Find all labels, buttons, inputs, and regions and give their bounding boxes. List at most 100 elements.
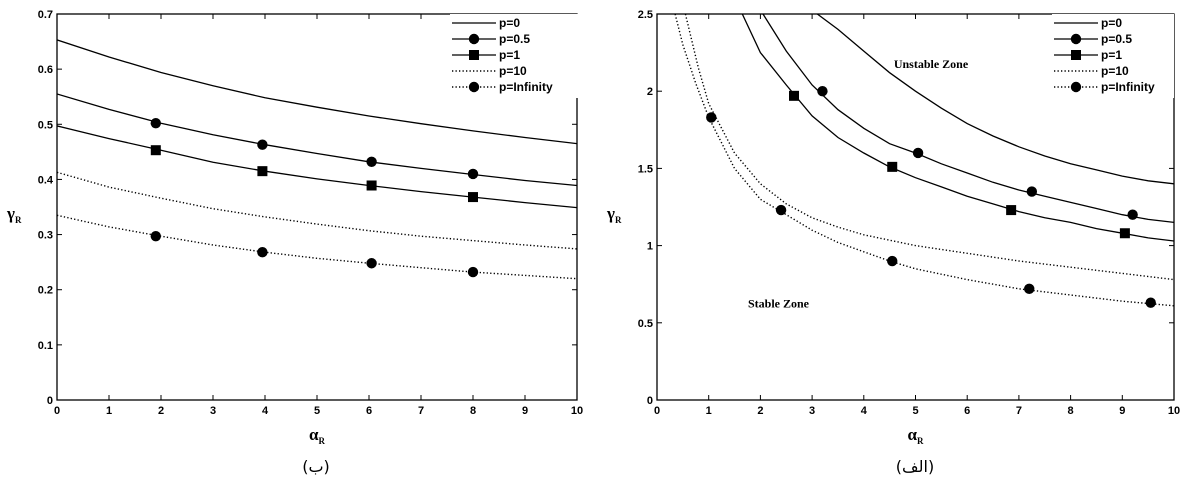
- y-axis-label: γR: [6, 204, 22, 225]
- legend-label: p=0: [1101, 16, 1122, 30]
- chart-left: 0 1 2 3 4 5 6 7 8 9 1000.10.20.30.40.50.60.7αRγRp=…: [6, 9, 583, 446]
- series-line-p=Infinity: [57, 214, 577, 280]
- y-tick-label: 0.6: [38, 64, 53, 76]
- series-marker-square: [887, 161, 898, 172]
- series-marker-circle: [257, 247, 268, 258]
- y-tick-label: 2.5: [638, 9, 653, 21]
- series-line-p=10: [684, 14, 1174, 281]
- legend-label: p=0: [499, 16, 520, 30]
- x-axis-label: αR: [309, 425, 326, 446]
- series-line-p=Infinity: [674, 14, 1174, 307]
- x-tick-label: 2: [158, 405, 164, 417]
- x-axis-label-main: α: [908, 425, 918, 444]
- legend-marker-circle: [468, 33, 480, 45]
- x-axis-label-main: α: [309, 425, 319, 444]
- y-tick-label: 2: [647, 86, 653, 98]
- series-marker-square: [468, 192, 478, 203]
- legend-marker-circle: [468, 81, 480, 93]
- x-axis-label: αR: [908, 425, 925, 446]
- x-tick-label: 8: [470, 405, 476, 417]
- x-tick-label: 9: [1119, 405, 1125, 417]
- x-tick-label: 9: [522, 405, 528, 417]
- series-marker-circle: [817, 86, 828, 97]
- y-tick-label: 0: [47, 395, 53, 407]
- y-tick-label: 0.7: [38, 9, 53, 21]
- series-line-p=0: [57, 39, 577, 145]
- series-marker-circle: [150, 117, 161, 129]
- series-marker-circle: [1127, 209, 1138, 220]
- x-tick-label: 7: [418, 405, 424, 417]
- legend-label: p=10: [1101, 64, 1129, 78]
- series-marker-circle: [467, 266, 479, 278]
- y-tick-label: 1.5: [638, 163, 653, 175]
- series-marker-circle: [887, 255, 898, 267]
- y-tick-label: 0.4: [38, 174, 54, 186]
- y-axis-label-main: γ: [6, 204, 15, 223]
- caption-right: (الف): [896, 457, 934, 476]
- series-line-p=1: [57, 125, 577, 209]
- series-marker-circle: [775, 204, 787, 216]
- series-marker-circle: [150, 231, 161, 242]
- x-axis-label-sub: R: [917, 436, 924, 446]
- legend-marker-circle: [1070, 33, 1082, 45]
- x-tick-label: 10: [571, 405, 583, 417]
- series-line-p=1: [741, 14, 1174, 242]
- series-marker-square: [257, 166, 268, 177]
- legend-label: p=1: [499, 48, 520, 62]
- x-tick-label: 4: [861, 405, 868, 417]
- series-marker-square: [366, 180, 377, 191]
- y-tick-label: 0: [647, 395, 653, 407]
- x-tick-label: 1: [106, 405, 112, 417]
- legend-marker-circle: [1070, 81, 1082, 93]
- series-marker-circle: [366, 156, 377, 167]
- series-line-p=0.5: [762, 14, 1174, 224]
- y-tick-label: 0.5: [38, 119, 53, 131]
- series-marker-circle: [257, 139, 268, 150]
- x-tick-label: 5: [912, 405, 918, 417]
- y-tick-label: 0.3: [38, 230, 53, 242]
- legend-label: p=Infinity: [499, 80, 553, 94]
- series-marker-circle: [706, 112, 717, 123]
- y-tick-label: 0.5: [638, 318, 653, 330]
- series-line-p=0: [816, 14, 1174, 185]
- y-axis-label-sub: R: [615, 215, 622, 225]
- y-axis-label: γR: [606, 204, 622, 225]
- legend: p=0 p=0.5 p=1 p=10 p=Infinity: [450, 14, 580, 98]
- plot-area: [57, 39, 577, 280]
- legend-marker-square: [469, 50, 479, 60]
- series-line-p=0.5: [57, 93, 577, 187]
- x-tick-label: 5: [314, 405, 320, 417]
- x-tick-label: 4: [262, 405, 269, 417]
- legend: p=0 p=0.5 p=1 p=10 p=Infinity: [1052, 14, 1174, 98]
- x-tick-label: 2: [757, 405, 763, 417]
- x-tick-label: 0: [654, 405, 660, 417]
- y-tick-label: 0.2: [38, 285, 53, 297]
- caption-left: (ب): [302, 457, 330, 476]
- legend-marker-square: [1071, 50, 1081, 60]
- series-marker-square: [150, 145, 161, 156]
- x-axis-label-sub: R: [319, 436, 326, 446]
- x-tick-label: 6: [964, 405, 970, 417]
- series-marker-circle: [912, 147, 924, 159]
- series-marker-square: [1119, 228, 1130, 239]
- zone-annotation: Stable Zone: [748, 296, 810, 310]
- x-tick-label: 8: [1068, 405, 1074, 417]
- x-tick-label: 6: [366, 405, 372, 417]
- x-tick-label: 10: [1168, 405, 1180, 417]
- series-marker-circle: [467, 168, 479, 180]
- series-marker-circle: [366, 258, 377, 269]
- x-tick-label: 3: [210, 405, 216, 417]
- y-axis-label-main: γ: [606, 204, 615, 223]
- legend-label: p=1: [1101, 48, 1122, 62]
- series-marker-circle: [1026, 186, 1038, 197]
- y-tick-label: 1: [647, 241, 653, 253]
- x-tick-label: 3: [809, 405, 815, 417]
- y-tick-label: 0.1: [38, 340, 53, 352]
- x-tick-label: 1: [706, 405, 712, 417]
- x-tick-label: 0: [54, 405, 60, 417]
- zone-annotation: Unstable Zone: [894, 57, 969, 71]
- plot-area: [674, 14, 1174, 308]
- series-marker-circle: [1024, 283, 1035, 295]
